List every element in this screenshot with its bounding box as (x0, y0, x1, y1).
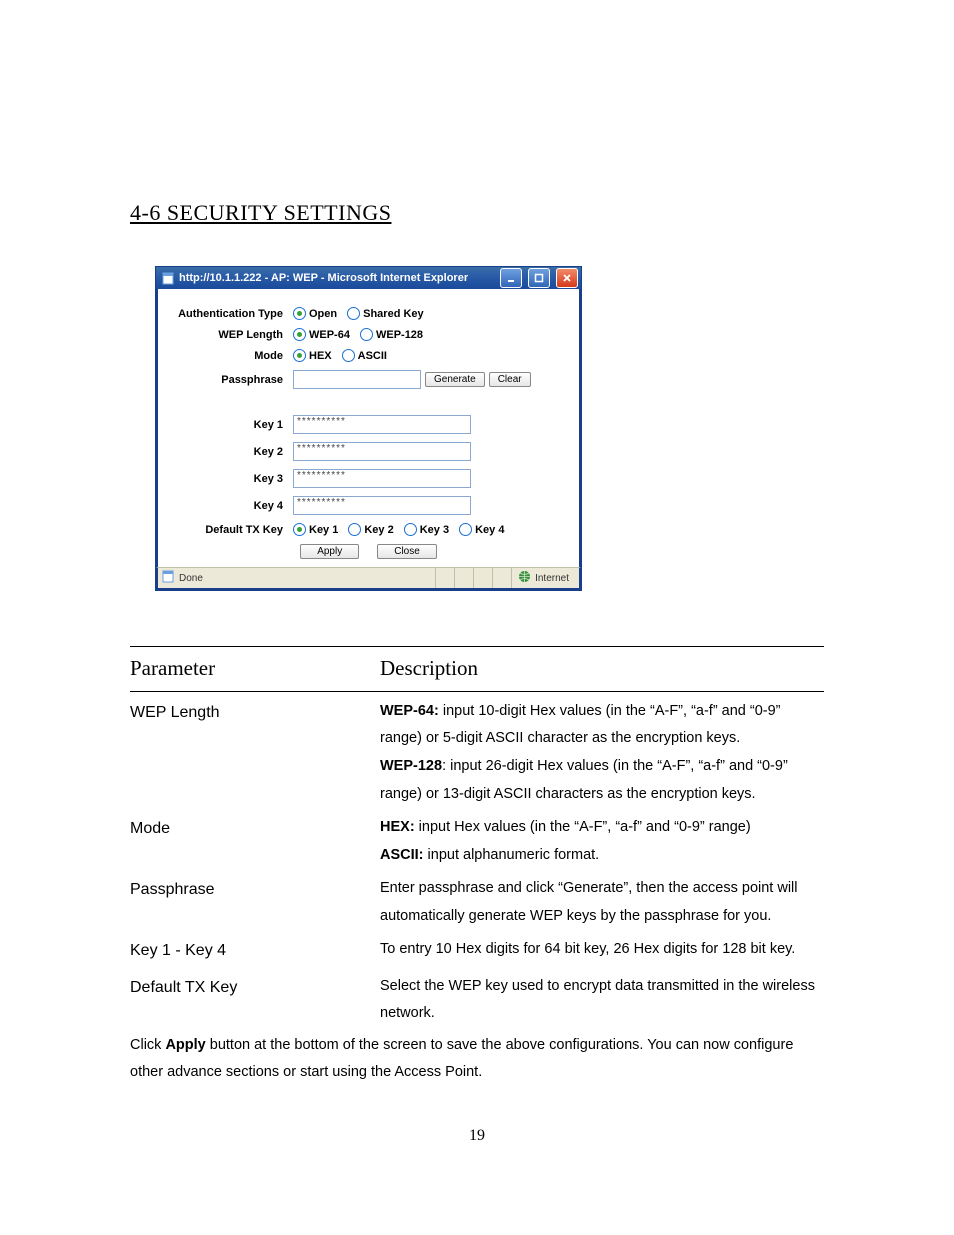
wep128-radio[interactable]: WEP-128 (360, 328, 423, 341)
status-internet-text: Internet (535, 573, 569, 584)
ie-window: http://10.1.1.222 - AP: WEP - Microsoft … (155, 266, 582, 591)
dtx-key1-radio[interactable]: Key 1 (293, 523, 338, 536)
desc-passphrase: Enter passphrase and click “Generate”, t… (380, 875, 824, 930)
dtx-key3-radio[interactable]: Key 3 (404, 523, 449, 536)
col-header-parameter: Parameter (130, 649, 380, 689)
maximize-button[interactable] (528, 268, 550, 288)
wep64-label: WEP-64 (309, 329, 350, 341)
param-passphrase: Passphrase (130, 875, 380, 930)
window-title: http://10.1.1.222 - AP: WEP - Microsoft … (179, 272, 494, 284)
dtx-key3-label: Key 3 (420, 524, 449, 536)
auth-shared-label: Shared Key (363, 308, 424, 320)
key1-label: Key 1 (168, 419, 293, 431)
mode-label: Mode (168, 350, 293, 362)
dtx-key4-label: Key 4 (475, 524, 504, 536)
param-mode: Mode (130, 814, 380, 869)
mode-ascii-label: ASCII (358, 350, 387, 362)
auth-shared-radio[interactable]: Shared Key (347, 307, 424, 320)
wep128-label: WEP-128 (376, 329, 423, 341)
apply-button[interactable]: Apply (300, 544, 359, 559)
parameter-table: Parameter Description WEP Length WEP-64:… (130, 646, 824, 1028)
minimize-button[interactable] (500, 268, 522, 288)
dtx-key4-radio[interactable]: Key 4 (459, 523, 504, 536)
titlebar: http://10.1.1.222 - AP: WEP - Microsoft … (156, 267, 581, 289)
passphrase-label: Passphrase (168, 374, 293, 386)
key4-input[interactable]: ********** (293, 496, 471, 515)
param-default-tx-key: Default TX Key (130, 973, 380, 1028)
dtx-key1-label: Key 1 (309, 524, 338, 536)
clear-button[interactable]: Clear (489, 372, 531, 387)
ie-page-icon (161, 271, 175, 285)
desc-default-tx-key: Select the WEP key used to encrypt data … (380, 973, 824, 1028)
param-key1-4: Key 1 - Key 4 (130, 936, 380, 966)
key3-input[interactable]: ********** (293, 469, 471, 488)
auth-open-radio[interactable]: Open (293, 307, 337, 320)
dtx-key2-radio[interactable]: Key 2 (348, 523, 393, 536)
key2-input[interactable]: ********** (293, 442, 471, 461)
key3-label: Key 3 (168, 473, 293, 485)
passphrase-input[interactable] (293, 370, 421, 389)
dtx-key2-label: Key 2 (364, 524, 393, 536)
mode-hex-label: HEX (309, 350, 332, 362)
internet-icon (518, 570, 531, 586)
desc-key1-4: To entry 10 Hex digits for 64 bit key, 2… (380, 936, 824, 966)
wep64-radio[interactable]: WEP-64 (293, 328, 350, 341)
desc-mode: HEX: input Hex values (in the “A-F”, “a-… (380, 814, 824, 869)
footnote: Click Apply button at the bottom of the … (130, 1032, 824, 1087)
status-done-text: Done (179, 573, 203, 584)
key2-label: Key 2 (168, 446, 293, 458)
page-number: 19 (130, 1127, 824, 1145)
key4-label: Key 4 (168, 500, 293, 512)
done-icon (162, 570, 175, 586)
auth-open-label: Open (309, 308, 337, 320)
param-wep-length: WEP Length (130, 698, 380, 808)
auth-type-label: Authentication Type (168, 308, 293, 320)
close-button[interactable] (556, 268, 578, 288)
close-window-button[interactable]: Close (377, 544, 437, 559)
mode-ascii-radio[interactable]: ASCII (342, 349, 387, 362)
key1-input[interactable]: ********** (293, 415, 471, 434)
desc-wep-length: WEP-64: input 10-digit Hex values (in th… (380, 698, 824, 808)
mode-hex-radio[interactable]: HEX (293, 349, 332, 362)
section-heading: 4-6 SECURITY SETTINGS (130, 200, 824, 226)
generate-button[interactable]: Generate (425, 372, 485, 387)
wep-length-label: WEP Length (168, 329, 293, 341)
statusbar: Done Internet (156, 567, 581, 590)
default-tx-key-label: Default TX Key (168, 524, 293, 536)
col-header-description: Description (380, 649, 824, 689)
